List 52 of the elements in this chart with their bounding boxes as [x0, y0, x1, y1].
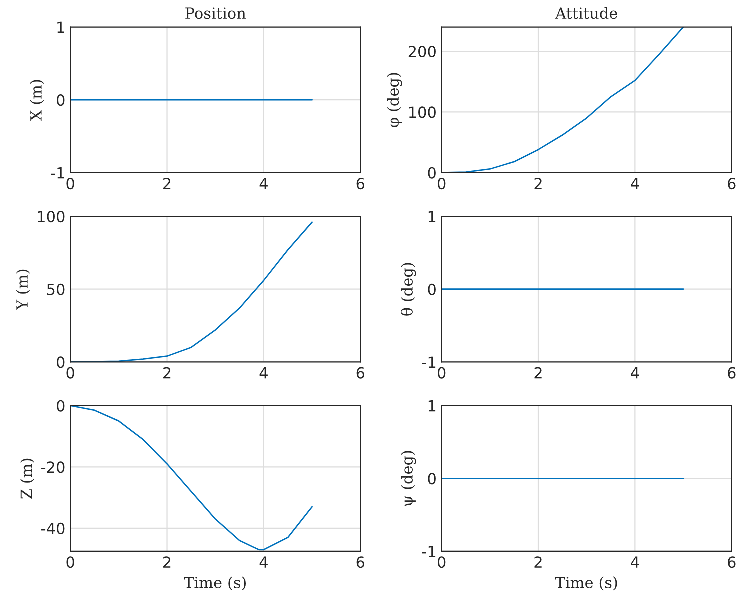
- y-tick-label: 0: [428, 284, 436, 296]
- y-tick-label: 0: [57, 94, 65, 106]
- x-tick-label: 2: [534, 556, 542, 568]
- y-tick-label: 200: [408, 46, 436, 58]
- x-tick-label: 0: [66, 178, 74, 190]
- x-tick-label: 6: [728, 367, 736, 379]
- x-tick-label: 6: [356, 178, 365, 190]
- x-tick-label: 4: [260, 178, 268, 190]
- y-tick-label: 100: [409, 106, 436, 118]
- x-tick-label: 0: [66, 367, 74, 379]
- x-tick-label: 2: [534, 367, 542, 379]
- x-tick-label: 0: [438, 178, 446, 190]
- x-tick-label: 4: [260, 368, 268, 379]
- x-tick-label: 4: [631, 368, 640, 379]
- y-tick-label: 1: [428, 211, 436, 222]
- y-tick-label: 1: [428, 400, 436, 412]
- y-tick-label: 0: [428, 167, 436, 179]
- y-tick-label: 100: [38, 211, 65, 223]
- x-tick-label: 0: [438, 556, 446, 568]
- chart-title: Attitude: [555, 7, 618, 20]
- x-axis-title: Time (s): [184, 576, 246, 591]
- y-tick-label: 1: [58, 22, 64, 34]
- y-tick-label: -1: [422, 546, 436, 558]
- y-tick-label: 50: [47, 284, 65, 296]
- y-tick-label: -20: [42, 462, 65, 474]
- y-tick-label: -1: [422, 356, 436, 368]
- y-axis-title: ψ (deg): [401, 451, 416, 506]
- y-axis-title: φ (deg): [387, 73, 402, 128]
- y-axis-title: Y (m): [16, 270, 30, 310]
- x-tick-label: 6: [728, 178, 736, 190]
- x-tick-label: 2: [164, 178, 171, 190]
- y-tick-label: -40: [42, 522, 65, 534]
- x-tick-label: 6: [356, 556, 365, 568]
- x-tick-label: 2: [534, 178, 542, 190]
- y-tick-label: 0: [428, 473, 436, 485]
- y-axis-title: Z (m): [20, 458, 34, 499]
- x-tick-label: 4: [260, 556, 268, 568]
- x-tick-label: 4: [631, 178, 640, 190]
- x-tick-label: 2: [164, 367, 171, 379]
- x-tick-label: 0: [66, 556, 74, 568]
- y-axis-title: X (m): [30, 80, 44, 122]
- x-tick-label: 6: [728, 556, 736, 568]
- x-tick-label: 4: [631, 556, 640, 568]
- chart-title: Position: [186, 8, 246, 20]
- y-tick-label: 0: [57, 400, 65, 412]
- x-tick-label: 2: [164, 556, 171, 568]
- y-tick-label: -1: [51, 168, 64, 179]
- x-axis-title: Time (s): [555, 576, 618, 591]
- x-tick-label: 0: [438, 367, 446, 379]
- x-tick-label: 6: [356, 367, 365, 379]
- y-tick-label: 0: [57, 356, 65, 368]
- y-axis-title: θ (deg): [401, 263, 416, 316]
